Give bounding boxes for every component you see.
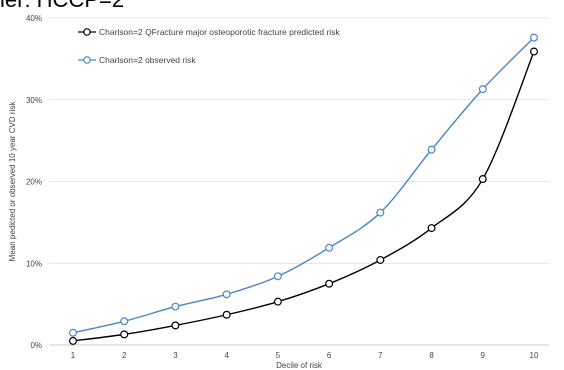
series-1-point-1 xyxy=(68,336,77,345)
x-tick-label-10: 10 xyxy=(530,351,539,360)
page-title-fragment: ier: HCCP=2 xyxy=(0,0,124,13)
series-2-point-6 xyxy=(325,243,334,252)
x-tick-label-9: 9 xyxy=(481,351,486,360)
x-axis-title: Decile of risk xyxy=(276,361,323,370)
series-2-line xyxy=(72,37,535,334)
x-tick-label-4: 4 xyxy=(224,351,229,360)
legend-item-1: Charlson=2 QFracture major osteoporotic … xyxy=(78,27,340,37)
x-tick-label-2: 2 xyxy=(122,351,127,360)
legend-label-2: Charlson=2 observed risk xyxy=(99,55,196,65)
legend-label-1: Charlson=2 QFracture major osteoporotic … xyxy=(99,27,340,37)
series-2-point-3 xyxy=(171,302,180,311)
y-tick-label-20: 20% xyxy=(26,178,42,187)
x-tick-label-6: 6 xyxy=(327,351,332,360)
y-axis-ticks: 0% 10% 20% 30% 40% xyxy=(26,14,42,350)
x-tick-label-3: 3 xyxy=(173,351,178,360)
x-axis-ticks: 1 2 3 4 5 6 7 8 9 10 xyxy=(71,351,539,360)
gridlines xyxy=(49,17,549,346)
series-1-point-2 xyxy=(120,330,129,339)
y-tick-label-0: 0% xyxy=(30,341,42,350)
x-tick-label-1: 1 xyxy=(71,351,76,360)
series-1-point-7 xyxy=(376,255,385,264)
y-tick-label-30: 30% xyxy=(26,96,42,105)
series-layer xyxy=(68,33,538,345)
series-2-point-8 xyxy=(427,145,436,154)
y-tick-label-10: 10% xyxy=(26,259,42,268)
series-1-point-3 xyxy=(171,321,180,330)
series-1-point-5 xyxy=(273,297,282,306)
series-1-point-4 xyxy=(222,310,231,319)
series-1-line xyxy=(72,51,535,342)
legend-swatch-marker-2 xyxy=(83,56,91,64)
x-tick-label-7: 7 xyxy=(378,351,383,360)
series-2-point-9 xyxy=(478,85,487,94)
series-1-point-9 xyxy=(478,175,487,184)
series-1 xyxy=(68,47,538,345)
series-2-point-5 xyxy=(273,272,282,281)
legend-swatch-marker-1 xyxy=(83,28,91,36)
series-2-point-4 xyxy=(222,290,231,299)
series-1-point-8 xyxy=(427,224,436,233)
series-2-point-10 xyxy=(529,33,538,42)
y-axis-title: Mean pedicted or observed 10 year CVD ri… xyxy=(8,101,17,262)
x-tick-label-5: 5 xyxy=(276,351,281,360)
y-tick-label-40: 40% xyxy=(26,14,42,23)
series-2-point-1 xyxy=(68,328,77,337)
x-tick-label-8: 8 xyxy=(429,351,434,360)
series-2 xyxy=(68,33,538,337)
series-1-point-10 xyxy=(529,47,538,56)
legend: Charlson=2 QFracture major osteoporotic … xyxy=(78,27,340,65)
series-2-point-7 xyxy=(376,208,385,217)
series-1-point-6 xyxy=(325,279,334,288)
series-2-point-2 xyxy=(120,317,129,326)
legend-item-2: Charlson=2 observed risk xyxy=(78,55,196,65)
